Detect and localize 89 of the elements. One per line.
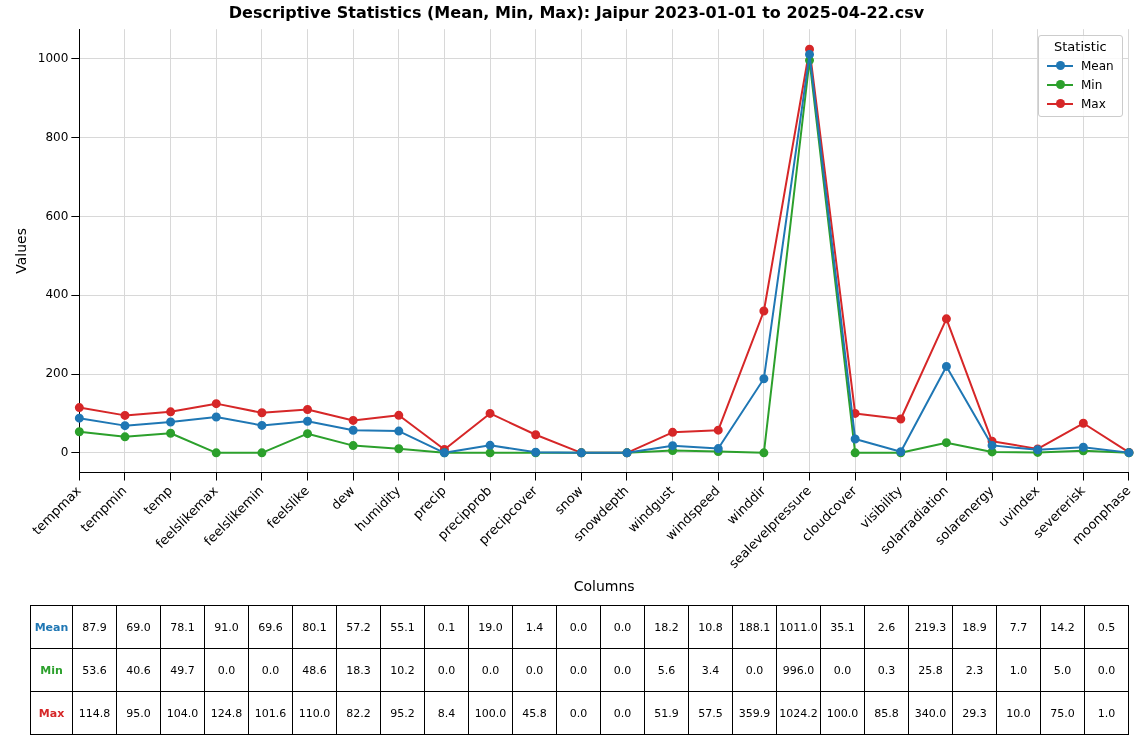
data-label: 19.0 [468,605,513,649]
data-label: 75.0 [1040,691,1085,735]
data-label: 0.0 [556,691,601,735]
data-label: 0.3 [864,648,909,692]
data-label: 87.9 [72,605,117,649]
data-label: 1011.0 [776,605,821,649]
data-label: 25.8 [908,648,953,692]
y-axis-title: Values [13,227,30,274]
data-label: 5.6 [644,648,689,692]
data-label: 51.9 [644,691,689,735]
data-label: 57.2 [336,605,381,649]
data-label: 95.0 [116,691,161,735]
data-label: 2.3 [952,648,997,692]
text: Max [38,706,65,720]
data-label: 219.3 [908,605,953,649]
legend-label: Mean [1080,58,1114,73]
data-label: 100.0 [820,691,865,735]
data-label: 188.1 [732,605,777,649]
data-label: 0.0 [600,691,645,735]
data-label: 0.0 [556,605,601,649]
data-label: 69.6 [248,605,293,649]
data-label: 2.6 [864,605,909,649]
data-label: 0.0 [820,648,865,692]
y-tick-label: 0 [60,444,69,459]
data-label: 101.6 [248,691,293,735]
legend-label: Min [1080,77,1103,92]
data-label: 53.6 [72,648,117,692]
data-label: 0.0 [204,648,249,692]
data-label: 8.4 [424,691,469,735]
data-label: 55.1 [380,605,425,649]
data-label: 1.0 [996,648,1041,692]
y-tick-label: 1000 [37,50,69,65]
data-label: 359.9 [732,691,777,735]
chart-title: Descriptive Statistics (Mean, Min, Max): Jaipur 2023-01-01 to 2025-04-22.csv [228,2,925,22]
data-label: 45.8 [512,691,557,735]
data-label: 0.0 [600,605,645,649]
data-label: 5.0 [1040,648,1085,692]
data-label: 18.3 [336,648,381,692]
data-label: 1.4 [512,605,557,649]
data-label: 0.5 [1084,605,1129,649]
data-label: 14.2 [1040,605,1085,649]
text: Mean [34,620,69,634]
data-label: 57.5 [688,691,733,735]
legend-label: Max [1080,96,1106,111]
text: Min [40,663,63,677]
data-label: 95.2 [380,691,425,735]
data-label: 29.3 [952,691,997,735]
data-label: 100.0 [468,691,513,735]
data-label: 340.0 [908,691,953,735]
data-label: 10.8 [688,605,733,649]
data-label: 85.8 [864,691,909,735]
data-label: 996.0 [776,648,821,692]
data-label: 1.0 [1084,691,1129,735]
data-label: 48.6 [292,648,337,692]
data-label: 110.0 [292,691,337,735]
data-label: 7.7 [996,605,1041,649]
data-label: 0.0 [556,648,601,692]
data-label: 0.0 [424,648,469,692]
data-label: 0.0 [600,648,645,692]
data-label: 69.0 [116,605,161,649]
data-label: 78.1 [160,605,205,649]
data-label: 0.1 [424,605,469,649]
data-label: 49.7 [160,648,205,692]
data-label: 18.9 [952,605,997,649]
data-label: 10.0 [996,691,1041,735]
data-label: 3.4 [688,648,733,692]
data-label: 1024.2 [776,691,821,735]
y-tick-label: 400 [45,287,69,302]
y-tick-label: 600 [45,208,69,223]
x-axis-title: Columns [573,578,635,595]
data-label: 124.8 [204,691,249,735]
data-label: 0.0 [468,648,513,692]
data-label: 40.6 [116,648,161,692]
legend-title: Statistic [1053,39,1108,55]
data-label: 0.0 [1084,648,1129,692]
data-label: 10.2 [380,648,425,692]
data-label: 91.0 [204,605,249,649]
data-label: 104.0 [160,691,205,735]
y-tick-label: 200 [45,366,69,381]
data-label: 0.0 [732,648,777,692]
data-label: 114.8 [72,691,117,735]
y-tick-label: 800 [45,129,69,144]
data-label: 0.0 [248,648,293,692]
x-tick-label: dew [328,482,358,513]
data-label: 35.1 [820,605,865,649]
data-label: 80.1 [292,605,337,649]
data-label: 0.0 [512,648,557,692]
data-label: 82.2 [336,691,381,735]
data-label: 18.2 [644,605,689,649]
